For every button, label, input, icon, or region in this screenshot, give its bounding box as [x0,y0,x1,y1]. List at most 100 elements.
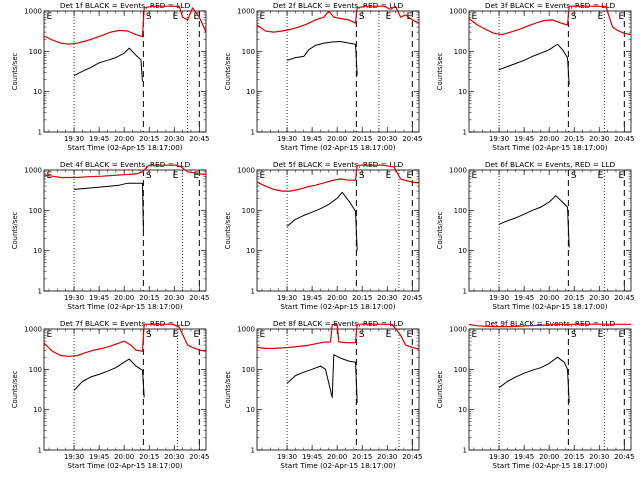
series-line-lld [256,5,420,33]
x-tick-label: 20:45 [189,294,209,302]
marker-label: S [146,171,152,181]
series-line-events [498,195,570,248]
y-tick-label: 100 [242,366,255,374]
x-tick-label: 20:30 [164,453,184,461]
marker-label: S [359,12,365,22]
marker-label: E [598,12,604,22]
marker-label: E [472,12,478,22]
panel-4: Det 4f BLACK = Events, RED = LLD 1 10 100 10… [11,160,209,311]
x-axis-label: Start Time (02-Apr-15 18:17:00) [280,461,395,470]
marker-label: E [472,330,478,340]
marker-label: S [571,171,577,181]
marker-label: E [47,12,53,22]
x-axis-label: Start Time (02-Apr-15 18:17:00) [280,302,395,311]
x-tick-label: 20:45 [402,135,422,143]
x-tick-label: 20:45 [614,135,634,143]
plot-frame [256,169,420,292]
panel-title: Det 7f BLACK = Events, RED = LLD [60,319,191,328]
y-tick-label: 1000 [237,167,255,175]
panel-title: Det 5f BLACK = Events, RED = LLD [273,160,404,169]
plot-frame [43,328,207,451]
x-tick-label: 20:15 [564,453,584,461]
y-axis-label: Counts/sec [224,212,232,250]
x-tick-label: 20:30 [589,294,609,302]
x-tick-label: 19:30 [277,294,297,302]
y-tick-label: 10 [33,88,42,96]
x-tick-label: 19:45 [514,294,534,302]
y-tick-label: 100 [29,207,42,215]
y-tick-label: 10 [246,247,255,255]
y-tick-label: 10 [458,406,467,414]
x-axis-label: Start Time (02-Apr-15 18:17:00) [67,461,182,470]
x-tick-label: 20:30 [377,135,397,143]
y-tick-label: 10 [33,406,42,414]
x-axis-label: Start Time (02-Apr-15 18:17:00) [67,143,182,152]
marker-label: S [359,171,365,181]
marker-label: E [260,171,266,181]
x-tick-label: 19:45 [89,453,109,461]
panel-title: Det 6f BLACK = Events, RED = LLD [485,160,616,169]
x-tick-label: 20:00 [114,453,134,461]
x-tick-label: 20:30 [589,135,609,143]
x-tick-label: 19:45 [302,294,322,302]
x-axis-label: Start Time (02-Apr-15 18:17:00) [280,143,395,152]
marker-label: S [146,330,152,340]
y-tick-label: 1000 [449,326,467,334]
y-axis-label: Counts/sec [436,371,444,409]
x-axis-label: Start Time (02-Apr-15 18:17:00) [492,461,607,470]
series-line-lld [468,323,632,328]
x-tick-label: 19:30 [277,453,297,461]
x-axis-label: Start Time (02-Apr-15 18:17:00) [492,302,607,311]
y-axis-label: Counts/sec [436,212,444,250]
x-tick-label: 20:45 [189,135,209,143]
x-tick-label: 20:45 [614,294,634,302]
y-axis-label: Counts/sec [436,53,444,91]
y-tick-label: 1000 [237,8,255,16]
series-line-events [73,358,145,398]
x-tick-label: 19:45 [89,294,109,302]
x-tick-label: 20:00 [539,135,559,143]
panel-3: Det 3f BLACK = Events, RED = LLD 1 10 100 10… [436,1,634,152]
y-tick-label: 1 [251,288,255,296]
marker-label: E [386,12,392,22]
x-tick-label: 20:00 [539,453,559,461]
marker-label: E [618,12,624,22]
x-tick-label: 20:30 [164,294,184,302]
series-line-lld [43,5,207,45]
y-tick-label: 1 [251,129,255,137]
y-tick-label: 100 [29,48,42,56]
panel-6: Det 6f BLACK = Events, RED = LLD 1 10 100 10… [436,160,634,311]
y-axis-label: Counts/sec [224,371,232,409]
x-tick-label: 19:30 [277,135,297,143]
x-tick-label: 19:30 [489,135,509,143]
marker-label: E [193,171,199,181]
y-axis-label: Counts/sec [11,53,19,91]
x-tick-label: 20:15 [139,294,159,302]
marker-label: E [386,171,392,181]
y-tick-label: 1 [38,447,42,455]
panel-1: Det 1f BLACK = Events, RED = LLD 1 10 100 10… [11,1,209,152]
marker-label: E [260,12,266,22]
marker-label: E [406,171,412,181]
y-tick-label: 100 [454,207,467,215]
marker-label: E [173,330,179,340]
x-tick-label: 20:00 [327,453,347,461]
series-line-lld [256,323,420,350]
marker-label: E [406,12,412,22]
x-tick-label: 19:45 [302,453,322,461]
panel-5: Det 5f BLACK = Events, RED = LLD 1 10 100 10… [224,160,422,311]
y-tick-label: 10 [246,406,255,414]
marker-label: S [359,330,365,340]
marker-label: E [598,171,604,181]
x-tick-label: 19:45 [514,453,534,461]
y-tick-label: 100 [242,48,255,56]
plot-frame [468,10,632,133]
x-tick-label: 20:00 [539,294,559,302]
y-tick-label: 1000 [449,8,467,16]
x-tick-label: 20:15 [352,294,372,302]
x-tick-label: 19:30 [489,294,509,302]
marker-label: S [571,12,577,22]
series-line-lld [43,164,207,179]
series-line-lld [43,323,207,357]
y-tick-label: 10 [458,88,467,96]
